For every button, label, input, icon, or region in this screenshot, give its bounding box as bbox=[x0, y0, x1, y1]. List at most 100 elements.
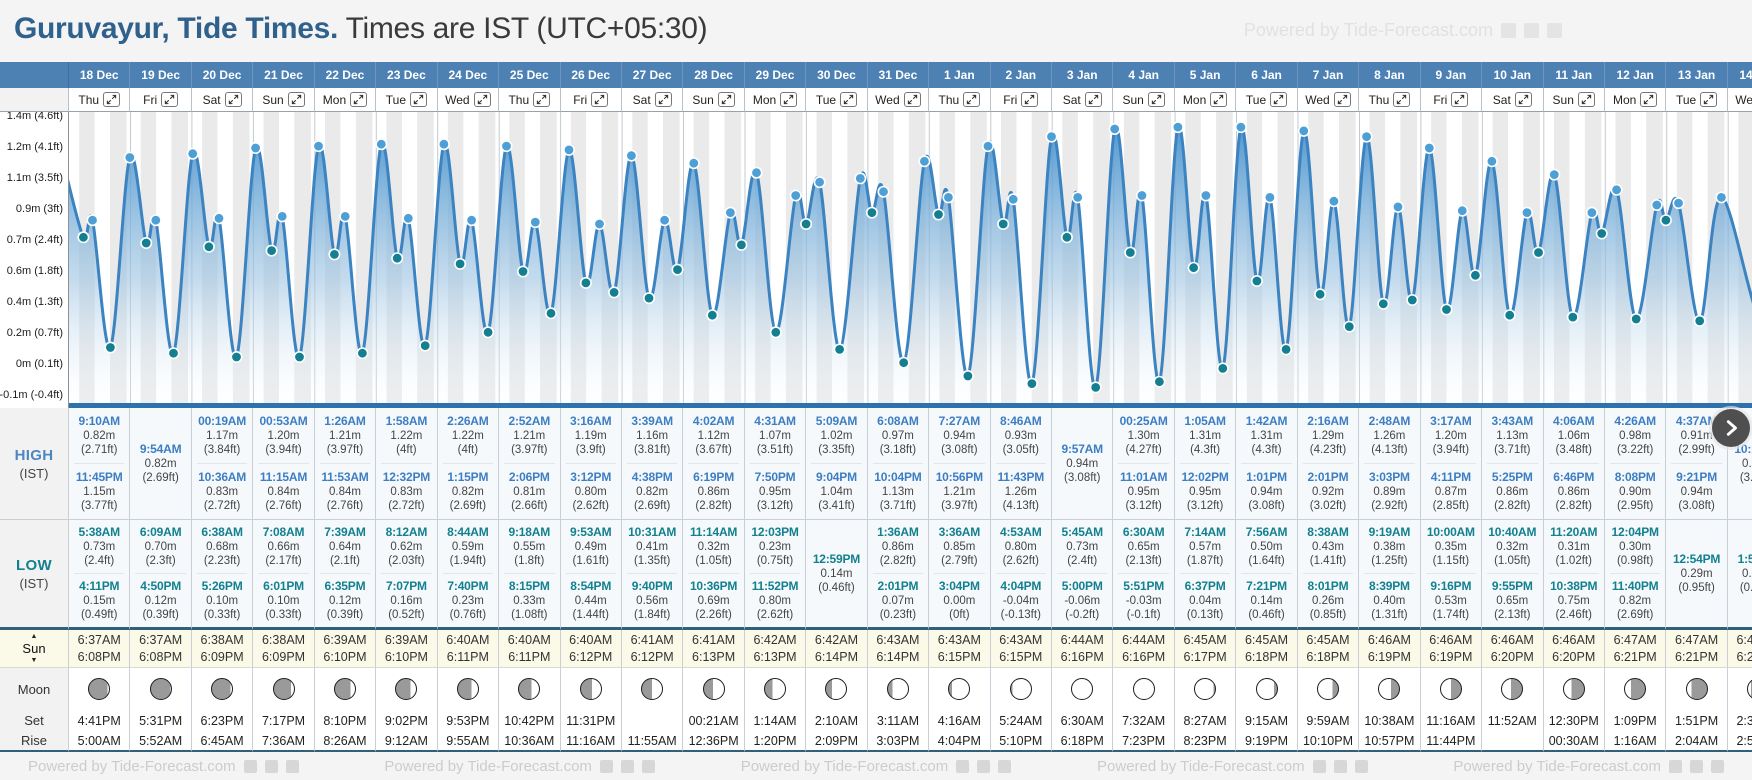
expand-day-button[interactable] bbox=[591, 92, 609, 107]
tide-height-ft: (2.71ft) bbox=[81, 444, 118, 456]
date-header-cell[interactable]: 18 Dec bbox=[69, 62, 131, 88]
sun-cell: 6:46AM 6:19PM bbox=[1359, 630, 1421, 668]
expand-day-button[interactable] bbox=[350, 92, 368, 107]
date-header-cell[interactable]: 22 Dec bbox=[314, 62, 377, 88]
tide-time: 11:45PM bbox=[75, 470, 123, 484]
date-header-cell[interactable]: 9 Jan bbox=[1420, 62, 1483, 88]
tide-event: 00:19AM 1.17m (3.84ft) bbox=[192, 408, 252, 463]
tide-height-m: 0.82m bbox=[636, 486, 669, 498]
moon-cell bbox=[929, 668, 991, 710]
chart-column-band bbox=[745, 112, 806, 408]
tide-time: 9:16PM bbox=[1430, 579, 1472, 593]
date-header-cell[interactable]: 2 Jan bbox=[990, 62, 1052, 88]
chart-column-band bbox=[868, 112, 929, 408]
low-tide-cell: 6:09AM 0.70m (2.3ft) 4:50PM 0.12m (0.39ft) bbox=[130, 520, 192, 630]
expand-day-button[interactable] bbox=[840, 92, 858, 107]
expand-day-button[interactable] bbox=[410, 92, 428, 107]
expand-day-button[interactable] bbox=[1147, 92, 1165, 107]
expand-day-button[interactable] bbox=[1084, 92, 1102, 107]
date-header-cell[interactable]: 29 Dec bbox=[744, 62, 807, 88]
tide-height-ft: (3.97ft) bbox=[511, 444, 548, 456]
date-header-cell[interactable]: 26 Dec bbox=[560, 62, 622, 88]
date-header-cell[interactable]: 5 Jan bbox=[1174, 62, 1237, 88]
date-header-cell[interactable]: 27 Dec bbox=[621, 62, 684, 88]
low-tide-cell: 5:38AM 0.73m (2.4ft) 4:11PM 0.15m (0.49ft) bbox=[69, 520, 131, 630]
date-header-cell[interactable]: 13 Jan bbox=[1666, 62, 1728, 88]
date-header-cell[interactable]: 3 Jan bbox=[1052, 62, 1114, 88]
sun-cell: 6:41AM 6:13PM bbox=[683, 630, 745, 668]
date-header-cell[interactable]: 1 Jan bbox=[929, 62, 991, 88]
tide-time: 9:21PM bbox=[1676, 470, 1717, 484]
tide-height-ft: (0.85ft) bbox=[1309, 609, 1347, 621]
sunrise-time: 6:44AM bbox=[1060, 633, 1104, 647]
date-header-cell[interactable]: 21 Dec bbox=[253, 62, 315, 88]
day-column: 27 Dec Sat 3:39AM 1.16m (3.81ft) 4:38PM 0.82m (… bbox=[621, 62, 684, 752]
expand-day-button[interactable] bbox=[1333, 92, 1351, 107]
tide-time: 1:01PM bbox=[1246, 470, 1287, 484]
next-days-button[interactable] bbox=[1712, 409, 1750, 447]
y-axis-tick-label: 0.7m (2.4ft) bbox=[6, 234, 63, 246]
date-header-cell[interactable]: 25 Dec bbox=[499, 62, 561, 88]
weekday-label: Sun bbox=[1122, 92, 1144, 107]
tide-time: 4:37AM bbox=[1675, 414, 1718, 428]
expand-icon bbox=[106, 94, 117, 105]
chart-column-band bbox=[1421, 112, 1482, 408]
tide-time: 8:46AM bbox=[1000, 414, 1042, 428]
expand-day-button[interactable] bbox=[1514, 92, 1532, 107]
date-header-cell[interactable]: 14 Jan bbox=[1727, 62, 1752, 88]
date-header-cell[interactable]: 31 Dec bbox=[867, 62, 930, 88]
date-header-cell[interactable]: 10 Jan bbox=[1482, 62, 1544, 88]
tide-height-m: 0.23m bbox=[451, 595, 484, 607]
expand-day-button[interactable] bbox=[287, 92, 305, 107]
date-header-cell[interactable]: 23 Dec bbox=[376, 62, 438, 88]
date-header-cell[interactable]: 30 Dec bbox=[806, 62, 868, 88]
tide-event: 11:20AM 0.31m (1.02ft) bbox=[1544, 520, 1604, 573]
date-header-cell[interactable]: 8 Jan bbox=[1359, 62, 1421, 88]
tide-height-m: 0.23m bbox=[759, 541, 792, 553]
expand-day-button[interactable] bbox=[1270, 92, 1288, 107]
expand-day-button[interactable] bbox=[1021, 92, 1039, 107]
tide-height-m: 0.31m bbox=[1557, 541, 1590, 553]
day-column: 24 Dec Wed 2:26AM 1.22m (4ft) 1:15PM 0.82m (2.6… bbox=[437, 62, 500, 752]
tide-time: 1:05AM bbox=[1184, 414, 1226, 428]
date-header-cell[interactable]: 11 Jan bbox=[1543, 62, 1605, 88]
tide-height-ft: (4.13ft) bbox=[1371, 444, 1408, 456]
expand-day-button[interactable] bbox=[1577, 92, 1595, 107]
high-tide-cell: 3:43AM 1.13m (3.71ft) 5:25PM 0.86m (2.82ft) bbox=[1482, 408, 1544, 520]
expand-day-button[interactable] bbox=[1451, 92, 1469, 107]
date-header-cell[interactable]: 12 Jan bbox=[1604, 62, 1667, 88]
date-header-cell[interactable]: 28 Dec bbox=[683, 62, 745, 88]
expand-day-button[interactable] bbox=[161, 92, 179, 107]
tide-event: 8:39PM 0.40m (1.31ft) bbox=[1359, 574, 1419, 627]
expand-day-button[interactable] bbox=[1700, 92, 1718, 107]
tide-height-ft: (0.95ft) bbox=[1678, 582, 1715, 594]
expand-day-button[interactable] bbox=[717, 92, 735, 107]
moonrise-time: 6:18PM bbox=[1052, 731, 1114, 752]
watermark-bottom: Powered by Tide-Forecast.com bbox=[28, 758, 299, 775]
tide-height-m: 0.16m bbox=[390, 595, 423, 607]
date-header-cell[interactable]: 24 Dec bbox=[437, 62, 500, 88]
expand-day-button[interactable] bbox=[654, 92, 672, 107]
expand-day-button[interactable] bbox=[1393, 92, 1411, 107]
expand-day-button[interactable] bbox=[780, 92, 798, 107]
expand-day-button[interactable] bbox=[533, 92, 551, 107]
expand-day-button[interactable] bbox=[1210, 92, 1228, 107]
high-tide-cell: 3:16AM 1.19m (3.9ft) 3:12PM 0.80m (2.62ft) bbox=[560, 408, 622, 520]
tide-time: 4:26AM bbox=[1614, 414, 1656, 428]
tide-event: 3:04PM 0.00m (0ft) bbox=[929, 574, 989, 627]
date-header-cell[interactable]: 6 Jan bbox=[1236, 62, 1298, 88]
expand-day-button[interactable] bbox=[103, 92, 121, 107]
expand-day-button[interactable] bbox=[224, 92, 242, 107]
date-header-cell[interactable]: 20 Dec bbox=[191, 62, 254, 88]
date-header-cell[interactable]: 4 Jan bbox=[1113, 62, 1175, 88]
expand-day-button[interactable] bbox=[903, 92, 921, 107]
chart-column-band bbox=[929, 112, 990, 408]
chart-column-band bbox=[376, 112, 437, 408]
date-header-cell[interactable]: 19 Dec bbox=[130, 62, 192, 88]
date-header-cell[interactable]: 7 Jan bbox=[1297, 62, 1360, 88]
expand-day-button[interactable] bbox=[1640, 92, 1658, 107]
expand-day-button[interactable] bbox=[473, 92, 491, 107]
low-tide-cell: 12:04PM 0.30m (0.98ft) 11:40PM 0.82m (2.69ft) bbox=[1604, 520, 1667, 630]
expand-day-button[interactable] bbox=[963, 92, 981, 107]
tide-height-ft: (3.12ft) bbox=[756, 500, 794, 512]
